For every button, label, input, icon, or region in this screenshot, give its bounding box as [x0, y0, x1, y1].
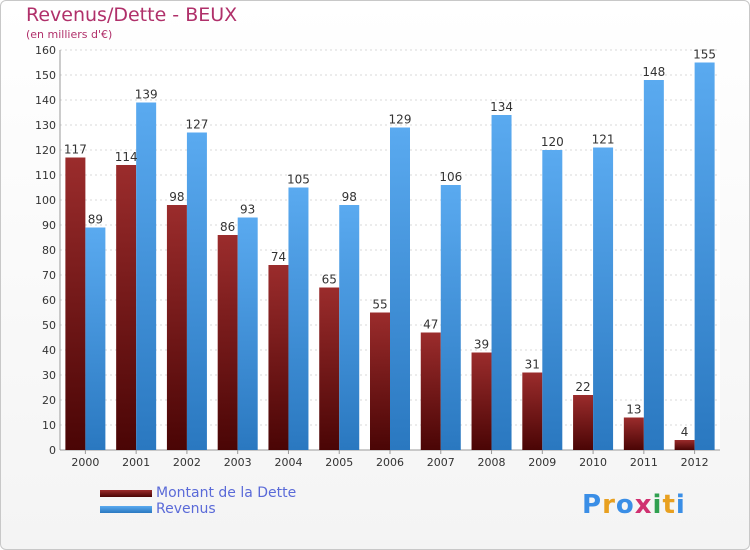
bar-dette	[217, 235, 238, 450]
data-label: 129	[389, 113, 412, 127]
data-label: 31	[525, 358, 540, 372]
bar-revenus	[339, 205, 360, 450]
logo-letter: x	[634, 490, 653, 520]
logo-letter: o	[615, 490, 635, 520]
bar-revenus	[643, 80, 664, 450]
y-tick-label: 160	[35, 44, 56, 57]
bar-revenus	[694, 62, 715, 450]
logo-letter: P	[582, 490, 603, 520]
proxiti-logo: Proxiti	[582, 490, 686, 520]
bar-revenus	[288, 187, 309, 450]
data-label: 117	[64, 143, 87, 157]
chart-subtitle: (en milliers d'€)	[26, 28, 113, 41]
bar-dette	[65, 157, 86, 450]
data-label: 127	[185, 118, 208, 132]
data-label: 4	[681, 425, 689, 439]
y-tick-label: 0	[49, 444, 56, 457]
legend-swatch-revenus	[100, 506, 152, 513]
bar-revenus	[593, 147, 614, 450]
bar-revenus	[186, 132, 207, 450]
bar-revenus	[136, 102, 157, 450]
y-tick-label: 80	[42, 244, 56, 257]
legend-swatch-dette	[100, 490, 152, 497]
data-label: 65	[322, 273, 337, 287]
y-tick-label: 50	[42, 319, 56, 332]
x-tick-label: 2007	[427, 456, 455, 469]
y-tick-label: 130	[35, 119, 56, 132]
x-tick-label: 2004	[274, 456, 302, 469]
data-label: 105	[287, 173, 310, 187]
x-tick-label: 2008	[478, 456, 506, 469]
data-label: 148	[642, 65, 665, 79]
chart-title: Revenus/Dette - BEUX	[26, 4, 238, 26]
y-tick-label: 100	[35, 194, 56, 207]
data-label: 22	[575, 380, 590, 394]
bar-dette	[319, 287, 340, 450]
data-label: 134	[490, 100, 513, 114]
data-label: 106	[439, 170, 462, 184]
bar-dette	[370, 312, 390, 450]
data-label: 93	[240, 203, 255, 217]
y-tick-label: 120	[35, 144, 56, 157]
data-label: 114	[115, 150, 138, 164]
y-tick-label: 90	[42, 219, 56, 232]
data-label: 55	[372, 298, 387, 312]
data-label: 120	[541, 135, 564, 149]
x-tick-label: 2005	[325, 456, 353, 469]
y-tick-label: 30	[42, 369, 56, 382]
bar-revenus	[542, 150, 563, 450]
data-label: 98	[342, 190, 357, 204]
bar-dette	[166, 205, 187, 450]
y-tick-label: 40	[42, 344, 56, 357]
logo-letter: r	[602, 490, 616, 520]
y-tick-label: 150	[35, 69, 56, 82]
data-label: 121	[592, 133, 615, 147]
logo-letter: i	[652, 490, 663, 520]
x-tick-label: 2006	[376, 456, 404, 469]
logo-letter: t	[662, 490, 676, 520]
y-tick-label: 10	[42, 419, 56, 432]
data-label: 139	[135, 88, 158, 102]
data-label: 89	[88, 213, 103, 227]
bar-dette	[420, 332, 441, 450]
bar-revenus	[237, 217, 258, 450]
bar-dette	[623, 417, 644, 450]
bar-dette	[268, 265, 289, 450]
bar-revenus	[440, 185, 461, 450]
x-tick-label: 2000	[71, 456, 99, 469]
legend-label-dette: Montant de la Dette	[156, 485, 297, 501]
logo-letter: i	[675, 490, 686, 520]
data-label: 39	[474, 338, 489, 352]
data-label: 86	[220, 220, 235, 234]
bar-dette	[573, 395, 594, 450]
y-tick-label: 70	[42, 269, 56, 282]
data-label: 47	[423, 318, 438, 332]
bar-dette	[116, 165, 137, 450]
y-tick-label: 20	[42, 394, 56, 407]
y-tick-label: 140	[35, 94, 56, 107]
data-label: 155	[693, 48, 716, 62]
x-tick-label: 2011	[630, 456, 658, 469]
bar-revenus	[390, 127, 410, 450]
x-tick-label: 2003	[224, 456, 252, 469]
data-label: 98	[169, 190, 184, 204]
x-tick-label: 2001	[122, 456, 150, 469]
y-tick-label: 110	[35, 169, 56, 182]
x-tick-label: 2012	[681, 456, 709, 469]
bar-dette	[471, 352, 492, 450]
data-label: 74	[271, 250, 286, 264]
data-label: 13	[626, 403, 641, 417]
bar-dette	[522, 372, 543, 450]
bar-revenus	[85, 227, 106, 450]
x-tick-label: 2009	[528, 456, 556, 469]
x-tick-label: 2002	[173, 456, 201, 469]
bar-dette	[674, 440, 695, 450]
x-tick-label: 2010	[579, 456, 607, 469]
legend-label-revenus: Revenus	[156, 501, 216, 517]
bar-revenus	[491, 115, 512, 450]
y-tick-label: 60	[42, 294, 56, 307]
